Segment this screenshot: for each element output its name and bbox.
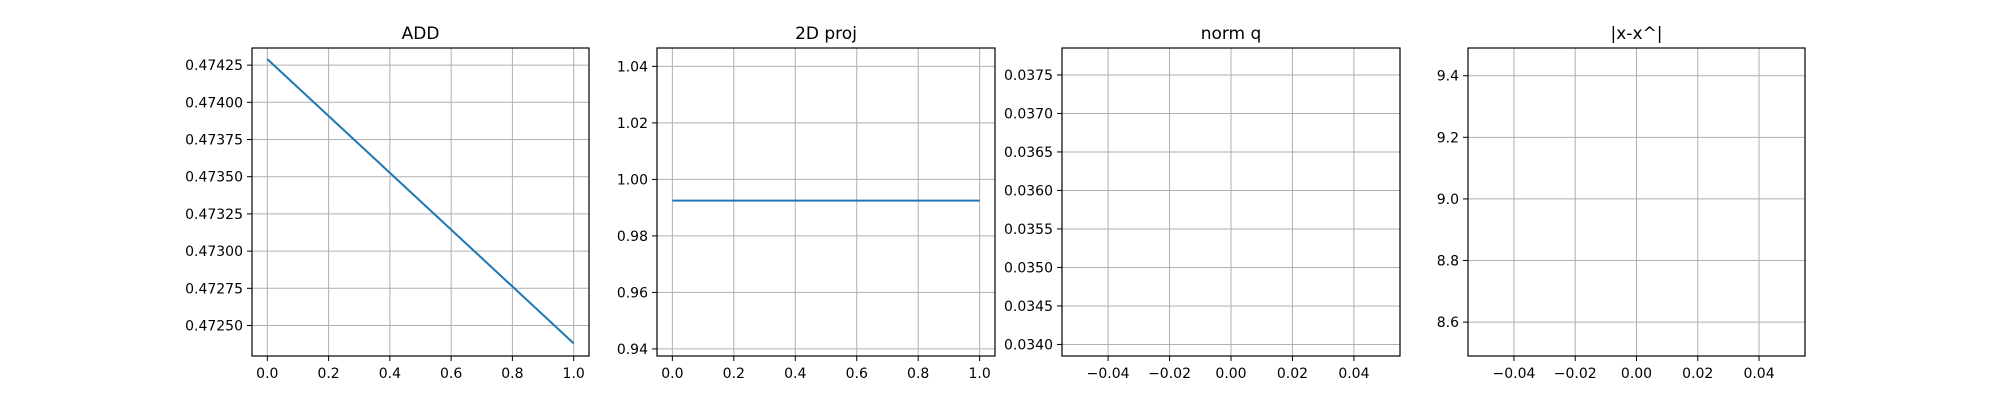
chart-panel-1: 0.0 0.2 0.4 0.6 0.8 1.0 0.47250 0.47275 0.47300 0…: [185, 24, 590, 382]
y-tick-label: 0.47300: [185, 244, 243, 260]
x-tick-label: −0.04: [1493, 366, 1536, 382]
x-tick-label: 0.4: [784, 366, 806, 382]
axes-frame: [656, 47, 996, 357]
y-tick-label: 0.47325: [185, 207, 243, 223]
x-tick-label: 0.00: [1215, 366, 1246, 382]
y-tick-label: 8.6: [1437, 315, 1459, 331]
chart-title: ADD: [402, 24, 440, 44]
x-tick-label: 0.04: [1338, 366, 1369, 382]
y-tick-label: 0.0360: [1004, 183, 1053, 199]
y-tick-label: 0.0365: [1004, 145, 1053, 161]
x-tick-label: −0.02: [1148, 366, 1191, 382]
x-tick-label: 0.0: [661, 366, 683, 382]
chart-title: |x-x^|: [1611, 24, 1663, 44]
x-tick-label: 0.02: [1277, 366, 1308, 382]
x-tick-label: 0.04: [1743, 366, 1774, 382]
chart-title: norm q: [1201, 24, 1262, 44]
y-tick-label: 0.47350: [185, 170, 243, 186]
x-tick-label: 0.6: [440, 366, 462, 382]
y-tick-label: 0.0355: [1004, 222, 1053, 238]
chart-panel-3: −0.04 −0.02 0.00 0.02 0.04 0.0340 0.0345 0.0350…: [1004, 24, 1401, 382]
y-tick-label: 0.47400: [185, 95, 243, 111]
y-tick-label: 0.0340: [1004, 337, 1053, 353]
chart-panel-2: 0.0 0.2 0.4 0.6 0.8 1.0 0.94 0.96 0.98 1.00 1.02 1.…: [617, 24, 996, 382]
y-tick-label: 0.47425: [185, 58, 243, 74]
chart-panel-4: −0.04 −0.02 0.00 0.02 0.04 8.6 8.8 9.0 9.2 9.4 |x-…: [1437, 24, 1806, 382]
x-tick-label: −0.02: [1554, 366, 1597, 382]
y-tick-label: 0.96: [617, 285, 648, 301]
y-tick-label: 0.0350: [1004, 260, 1053, 276]
y-tick-label: 0.47375: [185, 133, 243, 149]
x-tick-label: 0.2: [723, 366, 745, 382]
x-tick-label: −0.04: [1087, 366, 1130, 382]
x-tick-label: 1.0: [969, 366, 991, 382]
x-tick-label: 0.8: [907, 366, 929, 382]
y-tick-label: 1.04: [617, 59, 648, 75]
x-tick-label: 0.0: [256, 366, 278, 382]
y-tick-label: 0.47250: [185, 318, 243, 334]
chart-title: 2D proj: [795, 24, 857, 44]
y-tick-label: 0.94: [617, 342, 648, 358]
y-tick-label: 8.8: [1437, 254, 1459, 270]
y-tick-label: 0.47275: [185, 281, 243, 297]
y-tick-label: 9.4: [1437, 69, 1459, 85]
x-tick-label: 0.00: [1621, 366, 1652, 382]
y-tick-label: 1.02: [617, 116, 648, 132]
x-tick-label: 0.2: [317, 366, 339, 382]
x-tick-label: 0.02: [1682, 366, 1713, 382]
y-tick-label: 0.0375: [1004, 68, 1053, 84]
x-tick-label: 1.0: [563, 366, 585, 382]
y-tick-label: 9.2: [1437, 130, 1459, 146]
y-tick-label: 0.0370: [1004, 106, 1053, 122]
series-line-1: [266, 58, 575, 345]
y-tick-label: 9.0: [1437, 192, 1459, 208]
x-tick-label: 0.6: [846, 366, 868, 382]
x-tick-label: 0.4: [379, 366, 401, 382]
x-tick-label: 0.8: [501, 366, 523, 382]
y-tick-label: 1.00: [617, 172, 648, 188]
y-tick-label: 0.98: [617, 229, 648, 245]
y-tick-label: 0.0345: [1004, 299, 1053, 315]
axes-frame: [251, 47, 590, 357]
